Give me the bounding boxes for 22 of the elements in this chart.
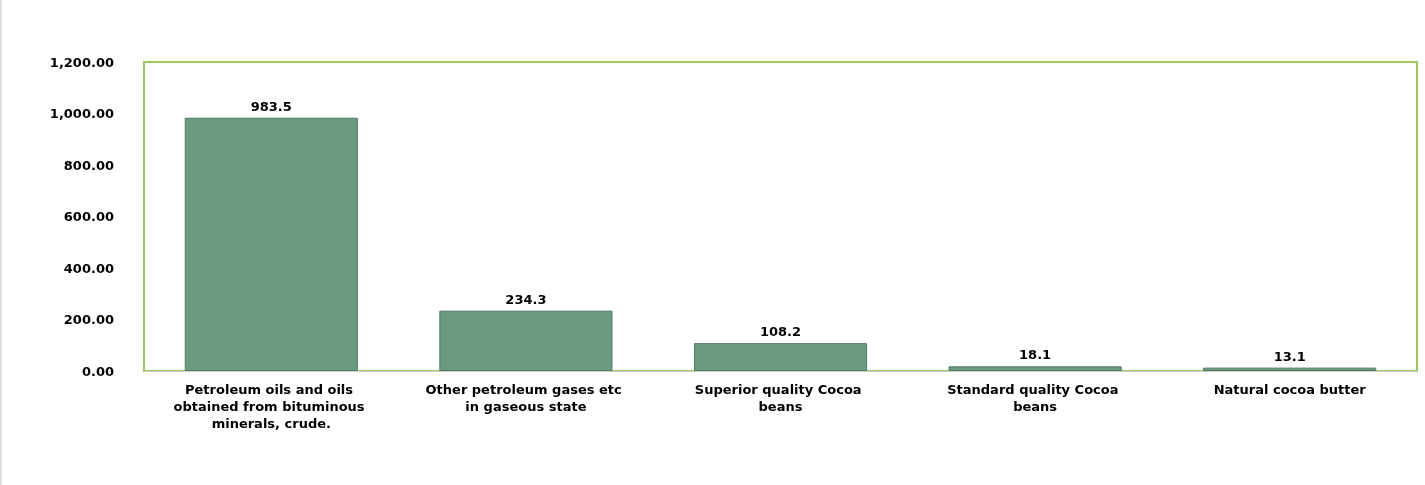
data-label: 234.3 <box>505 291 547 307</box>
x-tick-label: Other petroleum gases etc in gaseous state <box>425 382 627 414</box>
bar <box>948 366 1122 371</box>
y-tick-label: 200.00 <box>63 312 114 327</box>
data-label: 983.5 <box>250 98 292 114</box>
x-tick-label: Superior quality Cocoa beans <box>694 382 867 414</box>
data-label: 13.1 <box>1273 348 1306 364</box>
y-tick-label: 400.00 <box>63 260 114 276</box>
y-tick-label: 1,000.00 <box>49 106 114 121</box>
bar <box>1203 367 1377 371</box>
bar <box>439 310 613 371</box>
y-tick-label: 600.00 <box>63 209 114 224</box>
data-label: 108.2 <box>759 324 802 340</box>
y-tick-label: 800.00 <box>63 157 114 173</box>
bar <box>184 117 358 371</box>
x-tick-label: Natural cocoa butter <box>1213 382 1367 397</box>
y-tick-label: 0.00 <box>81 363 114 379</box>
x-tick-label: Standard quality Cocoa beans <box>947 382 1123 414</box>
bar <box>693 343 868 371</box>
data-label: 18.1 <box>1019 347 1052 363</box>
y-tick-label: 1,200.00 <box>49 54 114 70</box>
x-tick-label: Petroleum oils and oils obtained from bituminous minerals, crude. <box>173 382 370 431</box>
